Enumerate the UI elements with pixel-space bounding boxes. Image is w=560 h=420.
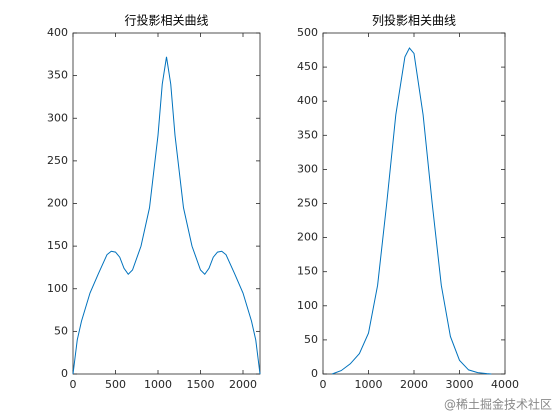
y-tick-label: 100	[47, 282, 68, 295]
x-tick-label: 1000	[355, 378, 383, 391]
y-tick-label: 150	[47, 239, 68, 252]
y-tick-label: 150	[297, 265, 318, 278]
y-tick-label: 500	[297, 26, 318, 39]
y-tick-label: 400	[297, 94, 318, 107]
axes-box	[72, 32, 261, 375]
y-tick-label: 450	[297, 60, 318, 73]
watermark: @稀土掘金技术社区	[444, 397, 552, 412]
x-tick-label: 0	[70, 378, 77, 391]
y-tick-label: 50	[54, 324, 68, 337]
x-tick-label: 0	[320, 378, 327, 391]
y-tick-label: 250	[47, 154, 68, 167]
y-tick-label: 400	[47, 26, 68, 39]
x-tick-label: 1500	[187, 378, 215, 391]
x-tick-label: 3000	[446, 378, 474, 391]
y-tick-label: 50	[304, 333, 318, 346]
y-tick-label: 300	[297, 162, 318, 175]
line	[72, 56, 261, 375]
y-tick-label: 200	[47, 197, 68, 210]
y-tick-label: 100	[297, 299, 318, 312]
x-tick-label: 4000	[491, 378, 519, 391]
chart-title: 行投影相关曲线	[124, 13, 208, 28]
x-tick-label: 2000	[229, 378, 257, 391]
x-tick-label: 2000	[400, 378, 428, 391]
chart-title: 列投影相关曲线	[372, 13, 456, 28]
x-tick-label: 500	[105, 378, 126, 391]
y-tick-label: 200	[297, 231, 318, 244]
y-tick-label: 250	[297, 197, 318, 210]
line	[331, 47, 492, 375]
y-tick-label: 0	[311, 367, 318, 380]
y-tick-label: 0	[61, 367, 68, 380]
y-tick-label: 350	[297, 128, 318, 141]
axes-box	[322, 32, 506, 375]
y-tick-label: 300	[47, 111, 68, 124]
y-tick-label: 350	[47, 69, 68, 82]
x-tick-label: 1000	[144, 378, 172, 391]
